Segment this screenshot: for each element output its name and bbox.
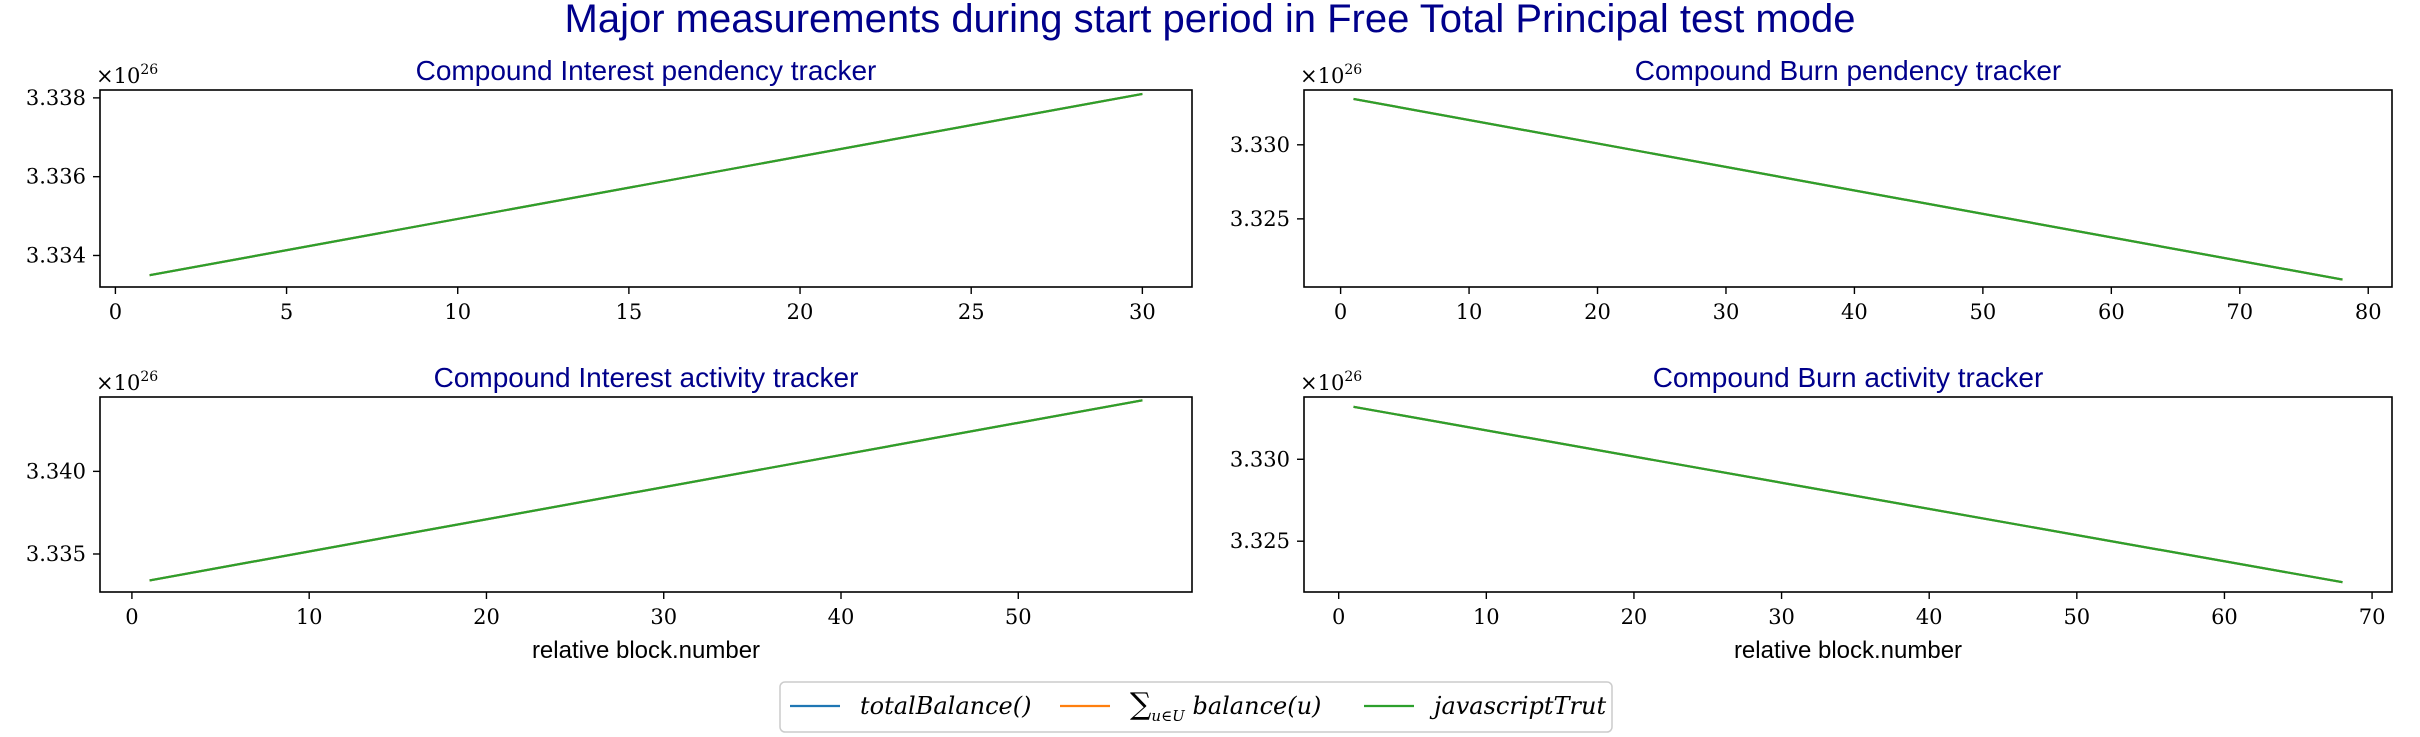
x-tick-label: 10 [1473, 605, 1500, 629]
x-tick-label: 60 [2211, 605, 2238, 629]
y-tick-label: 3.335 [26, 542, 86, 566]
x-tick-label: 20 [1584, 300, 1611, 324]
x-tick-label: 0 [1332, 605, 1345, 629]
x-tick-label: 20 [787, 300, 814, 324]
subplots: Compound Interest pendency tracker ×1026 0… [26, 55, 2393, 664]
legend-label: javascriptTrut [1429, 692, 1606, 720]
x-tick-label: 20 [473, 605, 500, 629]
x-axis-label: relative block.number [1734, 637, 1962, 664]
series-line-3 [1353, 405, 2343, 584]
x-tick-label: 5 [280, 300, 293, 324]
subplot-title: Compound Burn pendency tracker [1635, 55, 2061, 86]
x-tick-label: 30 [1713, 300, 1740, 324]
y-offset-label: ×1026 [96, 369, 158, 395]
x-tick-label: 15 [616, 300, 643, 324]
x-tick-label: 80 [2355, 300, 2382, 324]
x-tick-label: 40 [1841, 300, 1868, 324]
axes-frame [99, 89, 1193, 288]
x-tick-label: 25 [958, 300, 985, 324]
figure-title: Major measurements during start period i… [565, 0, 1856, 41]
series-line-3 [149, 92, 1143, 277]
subplot-3: Compound Interest activity tracker ×1026 0… [26, 362, 1193, 664]
x-tick-label: 40 [828, 605, 855, 629]
x-tick-label: 40 [1916, 605, 1943, 629]
subplot-title: Compound Interest activity tracker [434, 362, 859, 393]
y-tick-label: 3.338 [26, 86, 86, 110]
axes-frame [1303, 396, 2393, 593]
series-line-3 [149, 399, 1143, 582]
x-tick-label: 30 [1129, 300, 1156, 324]
x-tick-label: 10 [296, 605, 323, 629]
legend-label: totalBalance() [860, 692, 1031, 720]
y-tick-label: 3.325 [1230, 207, 1290, 231]
x-tick-label: 0 [1334, 300, 1347, 324]
subplot-1: Compound Interest pendency tracker ×1026 0… [26, 55, 1193, 324]
x-tick-label: 70 [2359, 605, 2386, 629]
x-tick-label: 30 [1768, 605, 1795, 629]
legend-label: ∑u∈U balance(u) [1130, 687, 1321, 725]
x-tick-label: 50 [1970, 300, 1997, 324]
x-tick-label: 0 [125, 605, 138, 629]
y-tick-label: 3.330 [1230, 133, 1290, 157]
series-line-3 [1353, 97, 2343, 281]
y-tick-label: 3.336 [26, 165, 86, 189]
x-tick-label: 50 [1005, 605, 1032, 629]
legend: totalBalance() ∑u∈U balance(u) javascriptT… [779, 681, 1613, 733]
axes-frame [99, 396, 1193, 593]
y-tick-label: 3.334 [26, 243, 86, 267]
subplot-2: Compound Burn pendency tracker ×1026 0 10 20… [1230, 55, 2393, 324]
y-tick-label: 3.325 [1230, 529, 1290, 553]
subplot-4: Compound Burn activity tracker ×1026 0 10 20… [1230, 362, 2393, 664]
y-offset-label: ×1026 [96, 62, 158, 88]
x-tick-label: 30 [650, 605, 677, 629]
axes-frame [1303, 89, 2393, 288]
y-tick-label: 3.330 [1230, 447, 1290, 471]
x-tick-label: 0 [109, 300, 122, 324]
x-tick-label: 20 [1621, 605, 1648, 629]
y-tick-label: 3.340 [26, 459, 86, 483]
subplot-title: Compound Interest pendency tracker [416, 55, 877, 86]
x-tick-label: 50 [2063, 605, 2090, 629]
x-tick-label: 60 [2098, 300, 2125, 324]
y-offset-label: ×1026 [1300, 62, 1362, 88]
x-tick-label: 10 [1456, 300, 1483, 324]
x-tick-label: 70 [2226, 300, 2253, 324]
y-offset-label: ×1026 [1300, 369, 1362, 395]
x-axis-label: relative block.number [532, 637, 760, 664]
legend-box [779, 681, 1613, 733]
subplot-title: Compound Burn activity tracker [1653, 362, 2044, 393]
x-tick-label: 10 [444, 300, 471, 324]
